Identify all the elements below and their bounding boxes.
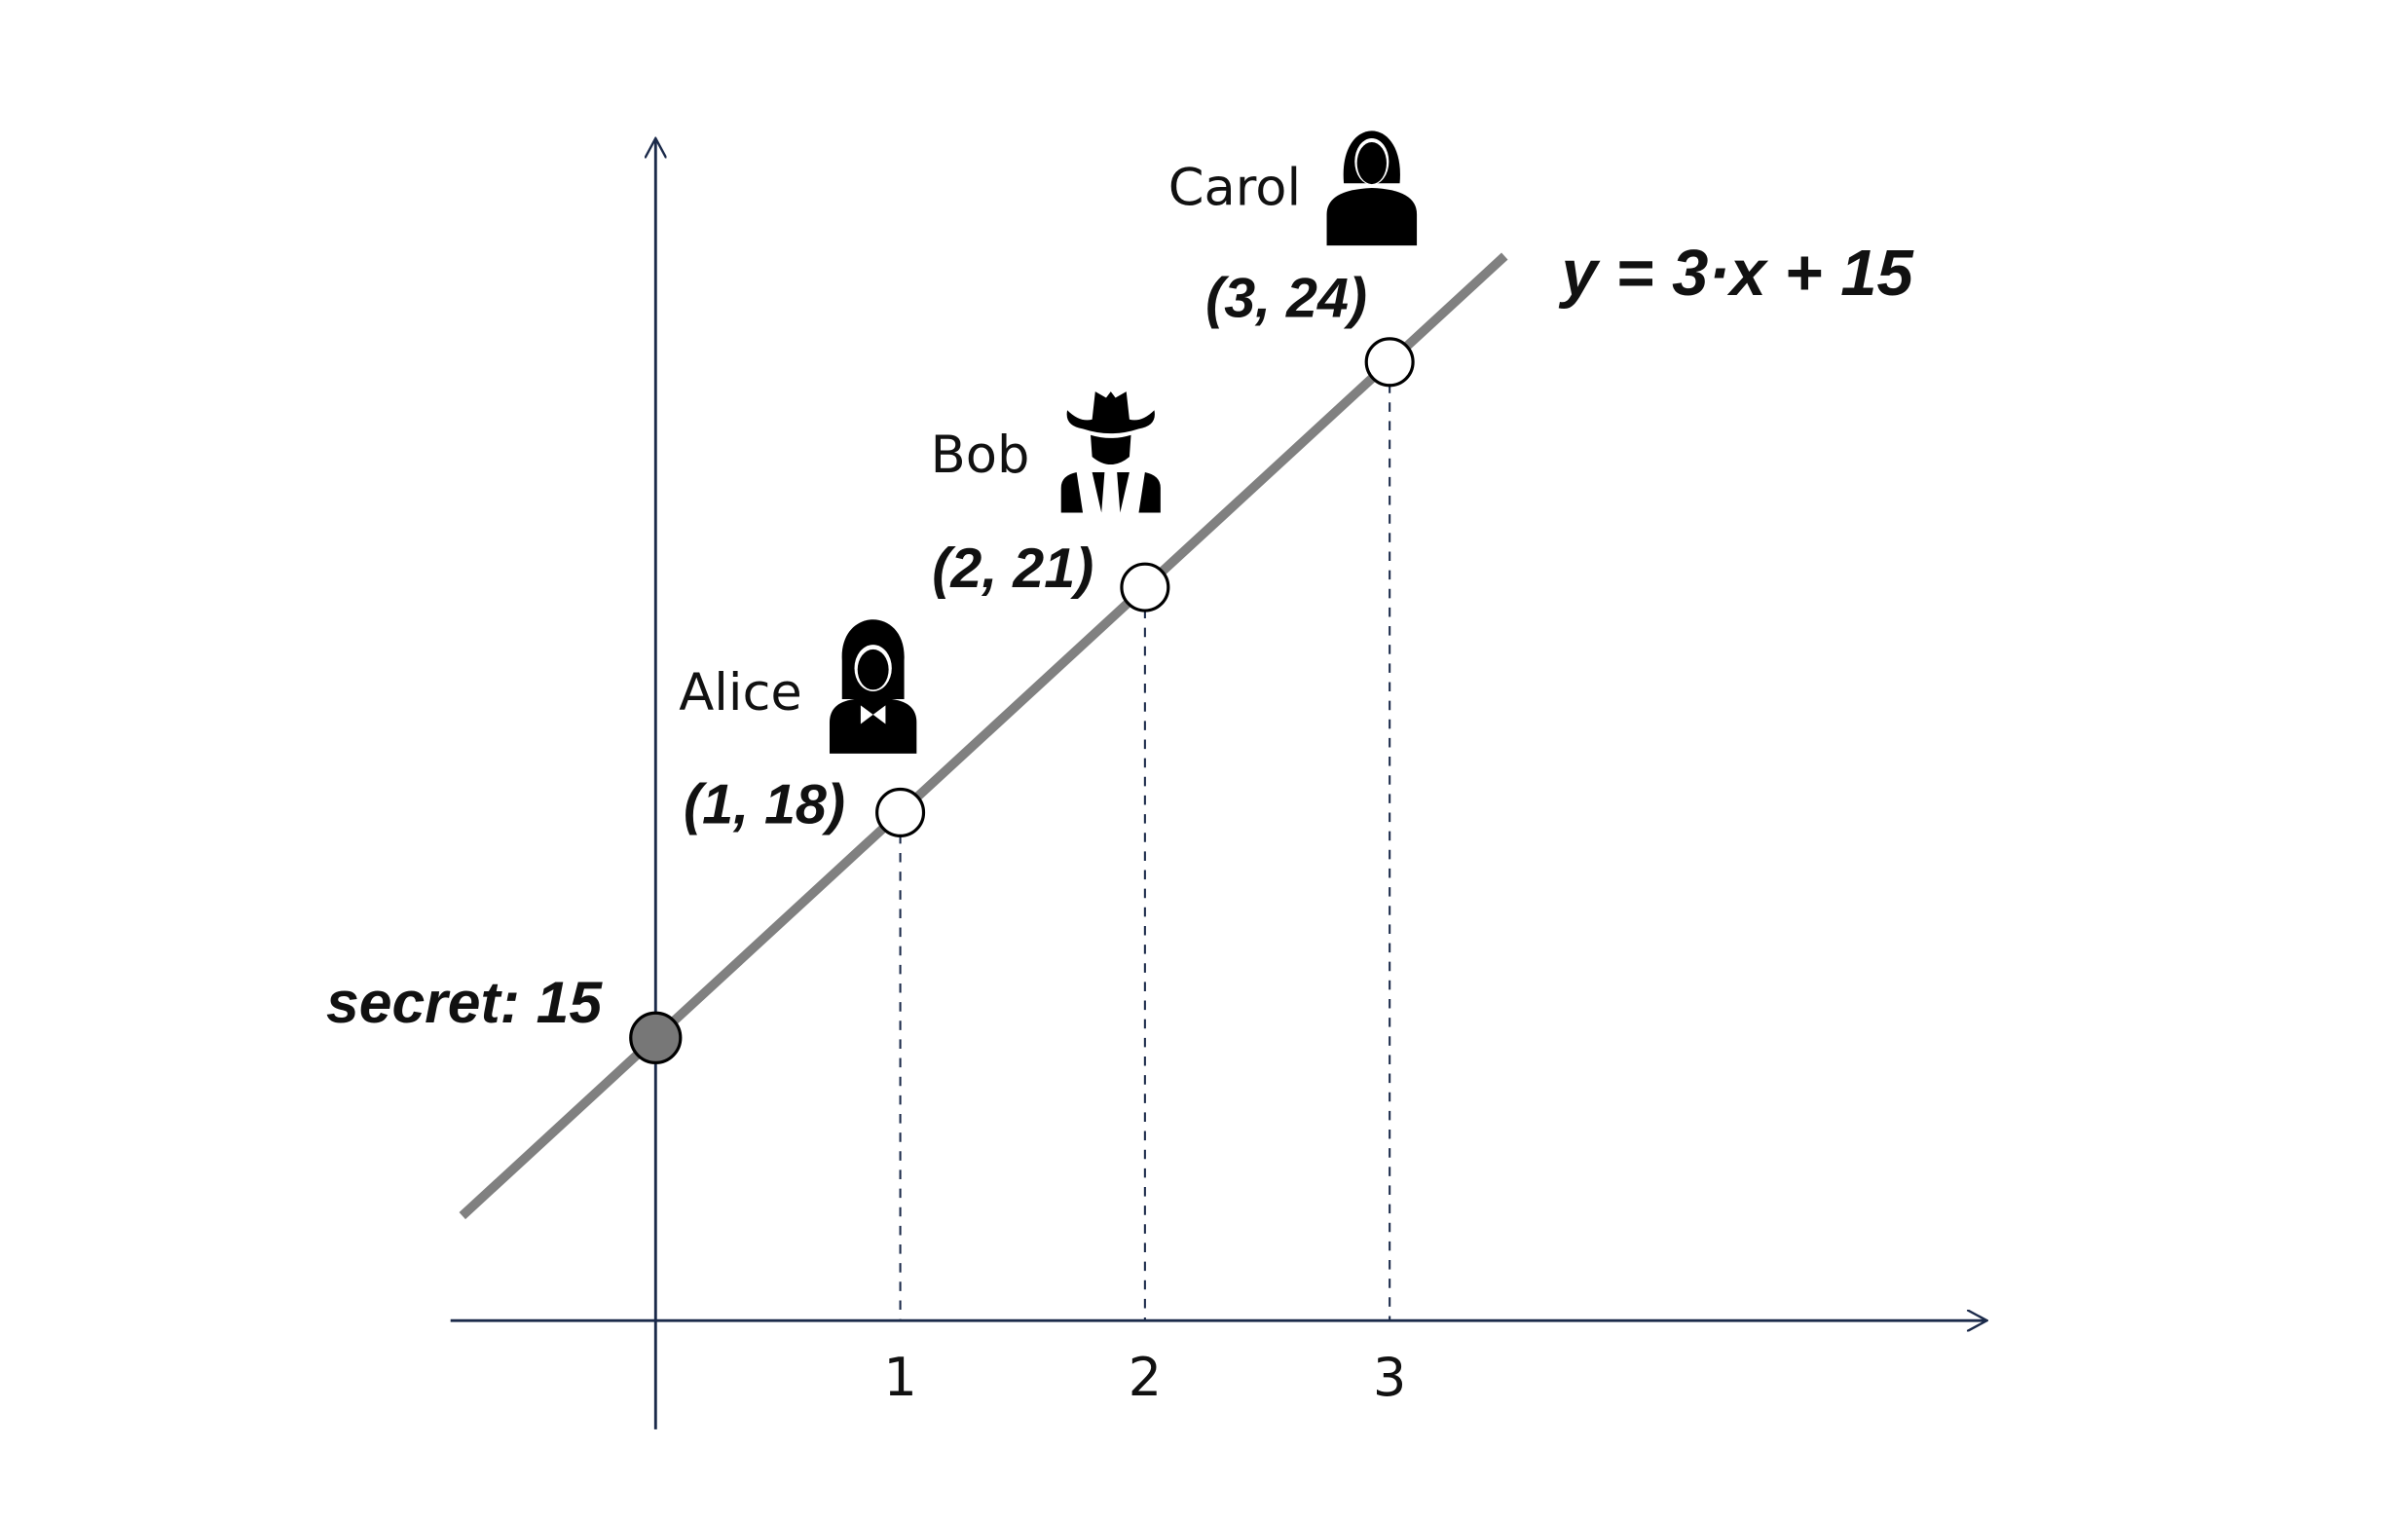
x-tick-label: 2 — [1129, 1347, 1163, 1408]
participant-name-carol: Carol — [1168, 159, 1301, 218]
woman-bowtie-icon — [829, 619, 917, 754]
cowboy-hat-man-icon — [1060, 391, 1161, 513]
x-tick-label: 1 — [883, 1347, 917, 1408]
polynomial-line — [459, 252, 1508, 1220]
share-point-carol — [1364, 337, 1415, 388]
x-tick-label: 3 — [1373, 1347, 1407, 1408]
coordinate-label-bob: (2, 21) — [932, 538, 1093, 600]
secret-point — [629, 1011, 683, 1064]
coordinate-label-alice: (1, 18) — [684, 774, 845, 836]
share-point-alice — [875, 787, 926, 837]
secret-label: secret: 15 — [326, 969, 603, 1035]
woman-icon — [1326, 130, 1418, 246]
participant-name-bob: Bob — [931, 426, 1030, 485]
equation-label: y = 3·x + 15 — [1558, 237, 1914, 310]
share-point-bob — [1120, 562, 1170, 612]
participant-name-alice: Alice — [679, 663, 802, 723]
coordinate-label-carol: (3, 24) — [1205, 267, 1367, 329]
